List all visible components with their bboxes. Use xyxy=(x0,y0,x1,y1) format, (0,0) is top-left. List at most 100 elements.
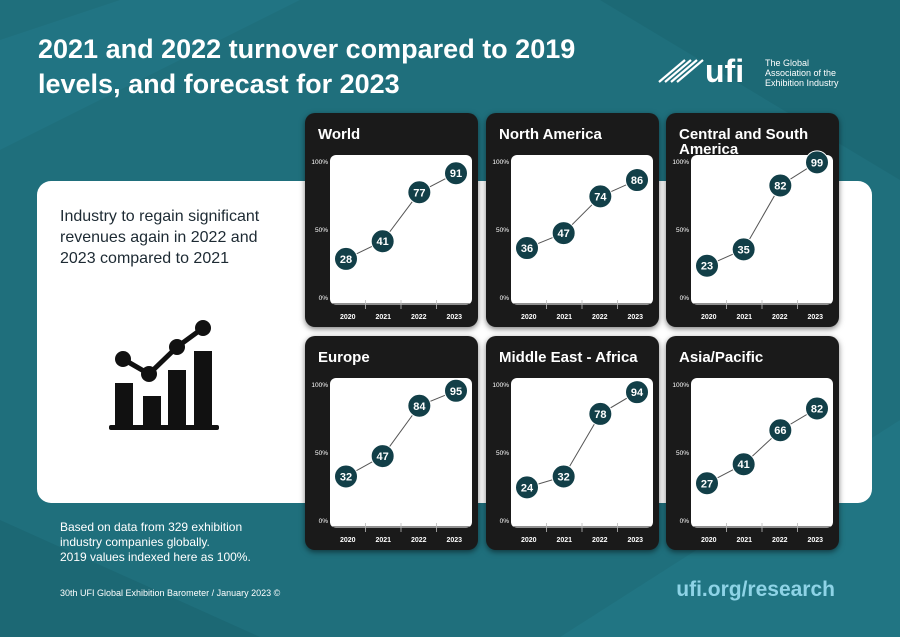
chart-panel-world: World 0% 50% 100% 2020 2021 2022 2023 28 41 77 91 xyxy=(305,113,478,327)
y-tick-label: 0% xyxy=(680,518,690,525)
x-tick-label: 2022 xyxy=(592,314,608,321)
data-point xyxy=(370,444,395,469)
x-tick-label: 2023 xyxy=(446,537,462,544)
series-line xyxy=(526,179,638,249)
x-tick-label: 2021 xyxy=(556,537,572,544)
panel-title: North America xyxy=(499,126,602,143)
y-tick-label: 0% xyxy=(500,518,510,525)
y-tick-label: 100% xyxy=(672,159,689,166)
data-point xyxy=(551,464,576,489)
y-tick-label: 100% xyxy=(311,382,328,389)
data-point xyxy=(695,253,719,278)
data-point xyxy=(444,161,468,186)
data-point xyxy=(588,401,613,426)
logo-tagline-line-2: Association of the xyxy=(765,68,837,78)
x-tick-label: 2020 xyxy=(340,314,356,321)
panel-title: Asia/Pacific xyxy=(679,349,764,366)
data-point xyxy=(768,173,793,198)
data-point xyxy=(731,237,756,262)
data-point xyxy=(625,168,649,193)
x-tick-label: 2020 xyxy=(701,314,717,321)
data-label: 32 xyxy=(340,471,352,483)
y-tick-label: 0% xyxy=(680,295,690,302)
plot-area xyxy=(330,378,472,528)
data-point xyxy=(444,378,468,403)
logo-wordmark: ufi xyxy=(705,53,744,89)
logo-tagline-line-3: Exhibition Industry xyxy=(765,78,839,88)
line-chart-asia-pacific: 0% 50% 100% 2020 2021 2022 2023 27 41 66 82 xyxy=(672,378,833,544)
data-point xyxy=(515,475,539,500)
x-tick-label: 2022 xyxy=(772,537,788,544)
data-point xyxy=(334,246,358,271)
ufi-logo: ufi xyxy=(658,53,744,89)
y-tick-label: 50% xyxy=(676,227,689,234)
data-label: 28 xyxy=(340,254,352,266)
data-label: 77 xyxy=(413,187,425,199)
data-label: 74 xyxy=(594,191,607,203)
source-footer: 30th UFI Global Exhibition Barometer / J… xyxy=(60,588,281,598)
x-tick-label: 2023 xyxy=(627,537,643,544)
y-tick-label: 50% xyxy=(315,450,328,457)
data-label: 91 xyxy=(450,168,462,180)
data-label: 66 xyxy=(774,425,786,437)
data-label: 84 xyxy=(413,401,426,413)
y-tick-label: 100% xyxy=(492,382,509,389)
y-tick-label: 50% xyxy=(676,450,689,457)
series-line xyxy=(526,391,638,488)
panel-title: Middle East - Africa xyxy=(499,349,638,366)
logo-tagline-line-1: The Global xyxy=(765,58,810,68)
logo-tagline: The Global Association of the Exhibition… xyxy=(765,58,839,88)
plot-area xyxy=(691,378,833,528)
x-tick-label: 2023 xyxy=(807,314,823,321)
data-label: 36 xyxy=(521,243,533,255)
data-label: 82 xyxy=(811,403,823,415)
data-label: 41 xyxy=(377,236,389,248)
chart-panel-north-america: North America 0% 50% 100% 2020 2021 2022 2023 3… xyxy=(486,113,659,327)
data-label: 82 xyxy=(774,180,786,192)
y-tick-label: 100% xyxy=(492,159,509,166)
panel-title: Central and South America xyxy=(679,126,809,158)
series-line xyxy=(706,161,818,267)
note-line-3: 2019 values indexed here as 100%. xyxy=(60,550,251,564)
data-point xyxy=(805,396,829,421)
data-point xyxy=(334,464,358,489)
data-label: 47 xyxy=(558,228,570,240)
page-title: 2021 and 2022 turnover compared to 2019 … xyxy=(38,34,576,99)
data-label: 23 xyxy=(701,261,713,273)
data-label: 78 xyxy=(594,409,606,421)
series-line xyxy=(345,172,457,260)
data-label: 41 xyxy=(738,459,750,471)
x-tick-label: 2021 xyxy=(736,537,752,544)
chart-panel-asia-pacific: Asia/Pacific 0% 50% 100% 2020 2021 2022 2023 27… xyxy=(666,336,839,550)
data-label: 95 xyxy=(450,386,462,398)
x-tick-label: 2022 xyxy=(411,314,427,321)
y-tick-label: 0% xyxy=(319,295,329,302)
x-tick-label: 2020 xyxy=(521,314,537,321)
line-chart-world: 0% 50% 100% 2020 2021 2022 2023 28 41 77 91 xyxy=(311,155,472,321)
x-tick-label: 2022 xyxy=(772,314,788,321)
y-tick-label: 100% xyxy=(311,159,328,166)
y-tick-label: 50% xyxy=(496,227,509,234)
x-tick-label: 2021 xyxy=(375,314,391,321)
note-line-2: industry companies globally. xyxy=(60,535,210,549)
intro-text: Industry to regain significant revenues … xyxy=(60,208,260,267)
speed-lines-icon xyxy=(658,59,704,83)
plot-area xyxy=(330,155,472,305)
line-chart-central-south-america: 0% 50% 100% 2020 2021 2022 2023 23 35 82 99 xyxy=(672,150,833,321)
data-point xyxy=(370,229,395,254)
x-tick-label: 2021 xyxy=(375,537,391,544)
x-tick-label: 2020 xyxy=(701,537,717,544)
data-label: 94 xyxy=(631,387,644,399)
data-point xyxy=(551,221,576,246)
bar-chart-trend-icon xyxy=(109,320,219,430)
chart-panel-europe: Europe 0% 50% 100% 2020 2021 2022 2023 32 47 84 95 xyxy=(305,336,478,550)
data-note: Based on data from 329 exhibition indust… xyxy=(60,520,340,565)
note-line-1: Based on data from 329 exhibition xyxy=(60,520,243,534)
line-chart-europe: 0% 50% 100% 2020 2021 2022 2023 32 47 84 95 xyxy=(311,378,472,544)
data-point xyxy=(695,471,719,496)
research-url-link[interactable]: ufi.org/research xyxy=(676,578,835,601)
line-chart-north-america: 0% 50% 100% 2020 2021 2022 2023 36 47 74 86 xyxy=(492,155,653,321)
data-point xyxy=(515,236,539,261)
panel-title: World xyxy=(318,126,361,143)
x-tick-label: 2022 xyxy=(411,537,427,544)
